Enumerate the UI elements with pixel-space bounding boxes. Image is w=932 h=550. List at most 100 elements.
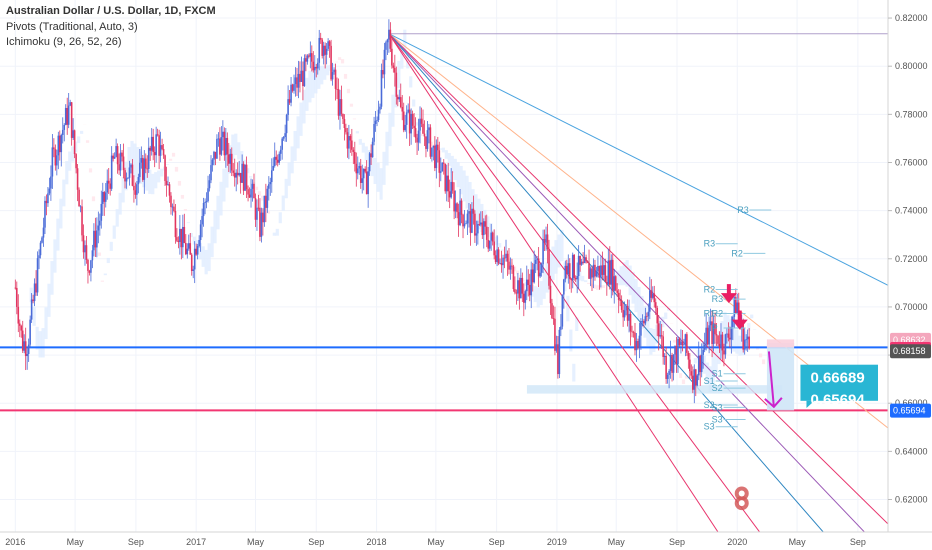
cloud-slice xyxy=(509,262,514,268)
cloud-slice xyxy=(391,94,395,127)
cloud-slice xyxy=(551,246,555,281)
cloud-slice xyxy=(412,99,416,107)
candle-body xyxy=(431,147,433,157)
candle-body xyxy=(265,195,267,208)
pivots-indicator-label[interactable]: Pivots (Traditional, Auto, 3) xyxy=(6,21,138,33)
candle-body xyxy=(457,212,460,226)
cloud-slice xyxy=(619,266,623,286)
candle-body xyxy=(742,323,745,350)
candle-body xyxy=(515,292,518,294)
cloud-slice xyxy=(234,133,238,156)
candle-body xyxy=(290,84,292,103)
candle-body xyxy=(196,246,199,255)
candle-body xyxy=(78,189,80,207)
cloud-slice xyxy=(216,195,220,230)
candle-body xyxy=(370,153,372,158)
candle-body xyxy=(641,321,644,322)
candle-body xyxy=(619,300,621,301)
candle-body xyxy=(474,213,476,236)
pivot-label: S3 xyxy=(712,414,723,424)
candle-body xyxy=(186,248,189,255)
cloud-slice xyxy=(213,210,217,244)
time-axis[interactable]: 2016 May Sep 2017 May Sep 2018 May Sep 2019 May Sep… xyxy=(0,531,932,550)
cloud-slice xyxy=(723,311,727,346)
cloud-slice xyxy=(302,89,306,124)
cloud-slice xyxy=(750,314,754,319)
candle-body xyxy=(567,263,570,275)
cloud-slice xyxy=(249,176,253,178)
candle-body xyxy=(177,240,180,243)
candle-body xyxy=(610,259,613,285)
price-axis[interactable]: 0.82000 0.80000 0.78000 0.76000 0.74000 0.720… xyxy=(887,0,932,550)
cloud-slice xyxy=(323,65,327,80)
candle-body xyxy=(308,55,310,57)
candle-body xyxy=(137,177,140,185)
candle-body xyxy=(694,369,697,386)
candle-body xyxy=(456,203,458,213)
candle-body xyxy=(333,69,335,73)
candle-body xyxy=(689,359,691,372)
candle-body xyxy=(699,355,702,373)
cloud-slice xyxy=(489,223,493,240)
candle-body xyxy=(97,225,100,231)
cloud-slice xyxy=(631,271,635,304)
candle-body xyxy=(303,58,306,87)
candle-body xyxy=(241,163,243,183)
time-tick-label: 2020 xyxy=(727,537,747,547)
candle-body xyxy=(29,319,31,345)
candle-body xyxy=(484,221,487,227)
candle-body xyxy=(506,253,509,262)
target-value: 0.66689 xyxy=(810,370,864,387)
candle-body xyxy=(539,272,541,277)
candle-body xyxy=(139,162,141,178)
candle-body xyxy=(134,190,137,195)
cloud-slice xyxy=(634,278,638,313)
symbol-title[interactable]: Australian Dollar / U.S. Dollar, 1D, FXC… xyxy=(6,5,216,17)
candle-body xyxy=(601,265,604,275)
candle-body xyxy=(121,152,123,157)
candle-body xyxy=(586,261,589,263)
cloud-slice xyxy=(578,271,582,281)
candle-body xyxy=(133,185,135,191)
price-tick-label: 0.72000 xyxy=(895,254,928,264)
candle-body xyxy=(512,266,515,290)
cloud-slice xyxy=(68,151,72,171)
cloud-slice xyxy=(474,194,478,227)
candle-body xyxy=(337,89,340,116)
candle-body xyxy=(552,318,555,319)
candle-body xyxy=(530,269,533,296)
candle-body xyxy=(319,37,322,40)
candle-body xyxy=(736,302,739,314)
cloud-slice xyxy=(409,76,413,88)
target-box[interactable]: 0.66689 0.65694 xyxy=(800,364,878,409)
candle-body xyxy=(597,265,599,272)
candle-body xyxy=(327,41,329,49)
candle-body xyxy=(422,123,424,134)
cloud-slice xyxy=(225,156,229,188)
target-box-bg[interactable] xyxy=(800,364,878,401)
candle-body xyxy=(275,156,278,160)
candle-body xyxy=(219,138,221,155)
cloud-slice xyxy=(133,143,137,178)
cloud-slice xyxy=(649,328,653,355)
cloud-slice xyxy=(732,324,736,352)
candle-body xyxy=(649,290,651,312)
candle-body xyxy=(204,202,206,203)
candle-body xyxy=(650,290,653,298)
candle-body xyxy=(496,249,498,262)
cloud-slice xyxy=(56,218,60,251)
candle-body xyxy=(546,234,549,250)
candle-body xyxy=(244,164,246,191)
projection-arrow xyxy=(767,351,775,407)
cloud-slice xyxy=(219,181,223,216)
cloud-slice xyxy=(575,317,579,331)
cloud-slice xyxy=(305,77,309,111)
cloud-slice xyxy=(154,172,158,189)
candle-body xyxy=(50,176,52,189)
cloud-slice xyxy=(572,363,576,382)
cloud-slice xyxy=(183,209,187,211)
ichimoku-indicator-label[interactable]: Ichimoku (9, 26, 52, 26) xyxy=(6,36,122,48)
candle-body xyxy=(45,200,48,204)
cloud-slice xyxy=(254,186,259,191)
